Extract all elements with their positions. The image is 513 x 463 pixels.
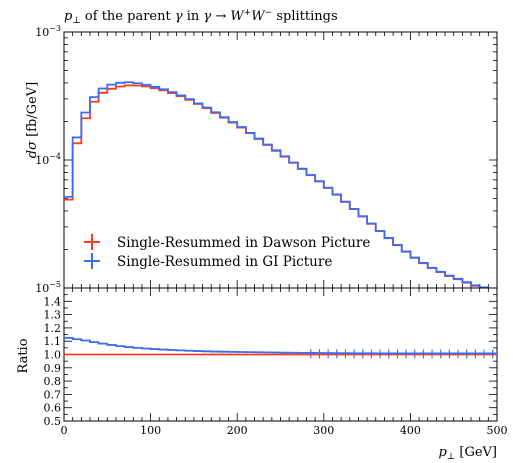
ratio-y-tick-label: 1.3 xyxy=(44,309,62,322)
ratio-x-tick-label: 300 xyxy=(313,424,334,437)
svg-text:dσ [fb/GeV]: dσ [fb/GeV] xyxy=(25,82,40,158)
legend: Single-Resummed in Dawson Picture Single-… xyxy=(84,234,370,270)
legend-label-gi: Single-Resummed in GI Picture xyxy=(117,254,332,270)
ratio-y-tick-label: 1.4 xyxy=(44,295,62,308)
ratio-y-tick-label: 1.1 xyxy=(44,335,62,348)
x-axis-label: p⊥ [GeV] xyxy=(438,445,497,462)
ratio-x-tick-label: 400 xyxy=(400,424,421,437)
main-y-tick-label: 10−3 xyxy=(35,24,61,39)
ratio-x-tick-label: 0 xyxy=(61,424,68,437)
legend-label-dawson: Single-Resummed in Dawson Picture xyxy=(117,235,370,251)
ratio-x-tick-label: 200 xyxy=(227,424,248,437)
main-plot-title: p⊥ of the parent γ in γ → W+W− splitting… xyxy=(64,8,338,26)
ratio-x-tick-label: 500 xyxy=(487,424,508,437)
main-y-tick-label: 10−5 xyxy=(35,280,61,295)
ratio-y-tick-label: 1.0 xyxy=(44,349,62,362)
main-y-axis-label: dσ [fb/GeV] xyxy=(25,82,40,158)
ratio-y-tick-label: 0.6 xyxy=(44,402,62,415)
ratio-y-tick-label: 0.9 xyxy=(44,362,62,375)
ratio-plot: 0 100 200 300 400 500 0.50.60.70.80.91.01.11.2… xyxy=(44,287,508,437)
main-y-tick-label: 10−4 xyxy=(35,152,61,167)
ratio-y-tick-label: 0.5 xyxy=(44,415,62,428)
ratio-y-tick-label: 1.2 xyxy=(44,322,62,335)
main-series-gi-line xyxy=(64,81,490,288)
ratio-y-tick-label: 0.8 xyxy=(44,375,62,388)
ratio-y-tick-label: 0.7 xyxy=(44,388,62,401)
ratio-y-axis-label: Ratio xyxy=(16,338,31,373)
ratio-x-tick-label: 100 xyxy=(140,424,161,437)
main-plot: 10−3 10−4 10−5 xyxy=(35,24,498,295)
